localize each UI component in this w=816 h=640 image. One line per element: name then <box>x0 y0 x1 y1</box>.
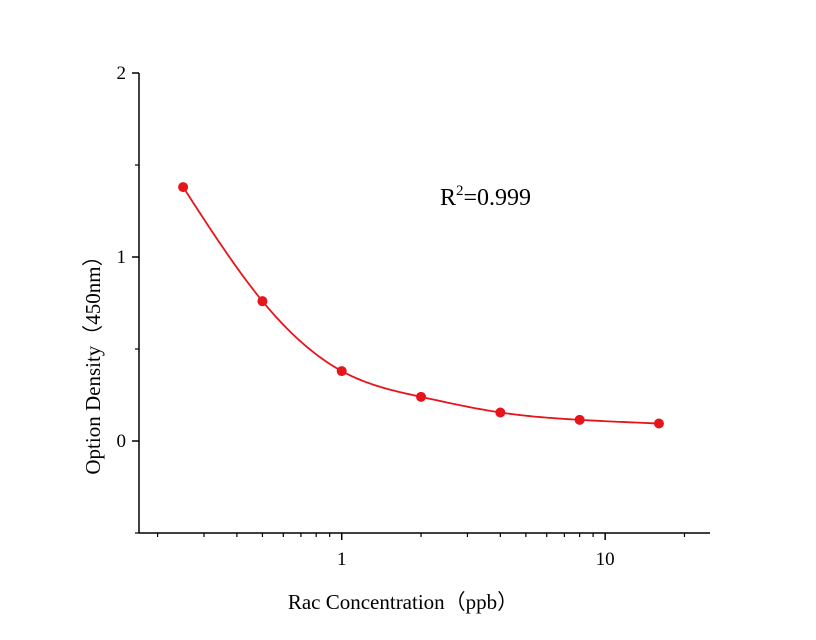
data-point <box>495 407 506 418</box>
annotation-superscript: 2 <box>456 183 464 199</box>
fit-curve <box>182 186 659 425</box>
data-point <box>257 296 268 307</box>
x-axis-title: Rac Concentration（ppb） <box>288 590 518 614</box>
x-axis-ticks: 1 10 <box>156 533 686 570</box>
y-tick-label: 0 <box>117 431 127 452</box>
x-tick-label: 10 <box>596 549 615 570</box>
data-point <box>416 391 427 402</box>
y-tick-label: 1 <box>117 247 127 268</box>
data-point <box>336 366 347 377</box>
annotation-value: =0.999 <box>464 185 532 211</box>
data-point <box>653 418 664 429</box>
x-tick-label: 1 <box>337 549 347 570</box>
y-axis-title: Option Density（450nm） <box>81 245 105 474</box>
data-points <box>178 182 664 429</box>
data-point <box>178 182 189 193</box>
y-axis-ticks: 0 1 2 <box>117 63 139 534</box>
y-tick-label: 2 <box>117 63 127 84</box>
annotation-base: R <box>440 185 456 211</box>
annotation-r-squared: R2=0.999 <box>440 183 531 211</box>
fit-curve-layer <box>182 186 659 425</box>
data-point <box>574 414 585 425</box>
plot-area <box>138 73 710 534</box>
